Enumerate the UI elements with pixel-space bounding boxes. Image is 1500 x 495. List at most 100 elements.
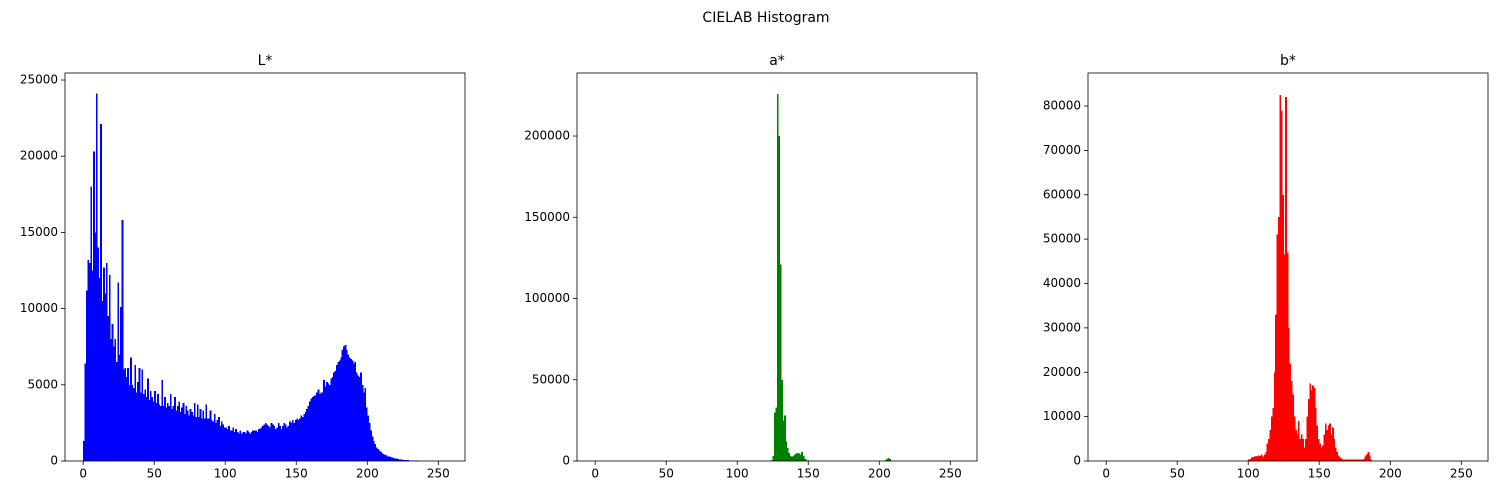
histogram-bar	[781, 379, 783, 461]
y-tick-label: 100000	[524, 291, 570, 305]
histogram-bar	[1295, 429, 1297, 461]
histogram-bar	[182, 403, 185, 461]
histogram-bar	[1340, 458, 1343, 461]
histogram-bar	[125, 377, 128, 461]
histogram-bar	[1312, 385, 1314, 461]
histogram-bar	[94, 232, 97, 461]
histogram-bar	[203, 418, 206, 461]
histogram-bar	[1332, 427, 1334, 461]
histogram-bar	[336, 364, 338, 461]
histogram-bar	[1276, 234, 1279, 461]
histogram-bar	[394, 458, 396, 461]
histogram-bar	[216, 419, 219, 461]
histogram-bar	[255, 430, 257, 461]
histogram-bar	[260, 427, 263, 461]
histogram-bar	[220, 421, 223, 461]
histogram-bar	[1353, 459, 1356, 461]
histogram-bar	[269, 427, 271, 461]
histogram-bar	[1350, 459, 1353, 461]
histogram-bar	[147, 378, 149, 461]
histogram-bar	[265, 422, 267, 461]
histogram-bar	[105, 262, 108, 461]
histogram-bar	[796, 452, 799, 461]
histogram-bar	[324, 386, 327, 461]
subplot: a* 0 50 100 150 200 250 0 50000 100000 150000 20000…	[524, 53, 978, 481]
histogram-bar	[381, 453, 384, 461]
histogram-bar	[149, 390, 152, 461]
histogram-bar	[277, 422, 280, 461]
histogram-bar	[158, 404, 161, 461]
x-tick-label: 100	[726, 467, 749, 481]
y-tick-label: 5000	[27, 377, 58, 391]
histogram-bar	[1368, 455, 1371, 461]
histogram-bar	[152, 401, 155, 461]
histogram-bar	[169, 393, 172, 461]
histogram-bar	[774, 412, 776, 461]
x-tick-label: 250	[939, 467, 962, 481]
histogram-bar	[1278, 216, 1280, 461]
histogram-bar	[399, 459, 402, 461]
histogram-bar	[1273, 372, 1276, 461]
histogram-bar	[186, 410, 189, 461]
histogram-bar	[798, 453, 801, 461]
histogram-bar	[193, 403, 196, 461]
histogram-bar	[266, 424, 269, 461]
histogram-bar	[127, 368, 129, 461]
histogram-bar	[188, 415, 191, 461]
histogram-bar	[282, 425, 284, 461]
subplot-title: L*	[258, 53, 273, 69]
histogram-bar	[1361, 459, 1364, 461]
histogram-bar	[270, 422, 273, 461]
x-tick-label: 50	[1170, 467, 1185, 481]
histogram-bar	[1356, 459, 1358, 461]
histogram-bar	[239, 430, 242, 461]
histogram-bar	[1343, 459, 1346, 461]
histogram-bar	[256, 432, 259, 461]
histogram-bar	[171, 409, 173, 461]
histogram-bar	[1347, 459, 1350, 461]
histogram-bar	[206, 418, 209, 461]
histogram-bar	[267, 425, 270, 461]
histogram-bar	[309, 401, 311, 461]
histogram-bar	[174, 396, 176, 461]
histogram-bar	[134, 364, 137, 461]
histogram-bar	[794, 454, 796, 461]
histogram-bar	[375, 447, 378, 461]
histogram-bar	[176, 406, 179, 461]
histogram-bar	[344, 345, 347, 461]
histogram-bar	[1329, 423, 1331, 461]
histogram-bar	[1319, 443, 1321, 461]
y-tick-label: 0	[1073, 454, 1081, 468]
histogram-bar	[209, 410, 212, 461]
histogram-bar	[184, 413, 186, 461]
histogram-bar	[128, 384, 131, 461]
histogram-bar	[887, 457, 890, 461]
histogram-bar	[1258, 455, 1260, 461]
y-tick-label: 50000	[1043, 232, 1081, 246]
histogram-bar	[124, 368, 127, 461]
histogram-bar	[350, 358, 352, 461]
y-tick-label: 20000	[1043, 365, 1081, 379]
histogram-bar	[97, 247, 100, 461]
histogram-bar	[1262, 456, 1265, 461]
subplot: L* 0 50 100 150 200 250 0 5000 10000 15000 20000 250…	[20, 53, 466, 481]
histogram-bar	[1248, 459, 1250, 461]
histogram-bar	[110, 339, 112, 461]
histogram-bar	[140, 392, 142, 461]
histogram-bar	[1292, 394, 1294, 461]
histogram-bar	[154, 390, 156, 461]
figure-title: CIELAB Histogram	[702, 10, 829, 26]
histogram-bar	[1330, 434, 1333, 461]
histogram-bar	[355, 372, 358, 461]
histogram-bar	[195, 416, 198, 461]
y-tick-label: 150000	[524, 210, 570, 224]
histogram-bar	[1357, 459, 1360, 461]
histogram-bar	[202, 410, 205, 461]
histogram-bar	[1333, 438, 1336, 461]
histogram-bar	[145, 396, 148, 461]
histogram-bar	[162, 406, 165, 461]
histogram-bar	[117, 282, 119, 461]
x-tick-label: 50	[659, 467, 674, 481]
y-tick-label: 10000	[1043, 409, 1081, 423]
histogram-bar	[228, 425, 230, 461]
